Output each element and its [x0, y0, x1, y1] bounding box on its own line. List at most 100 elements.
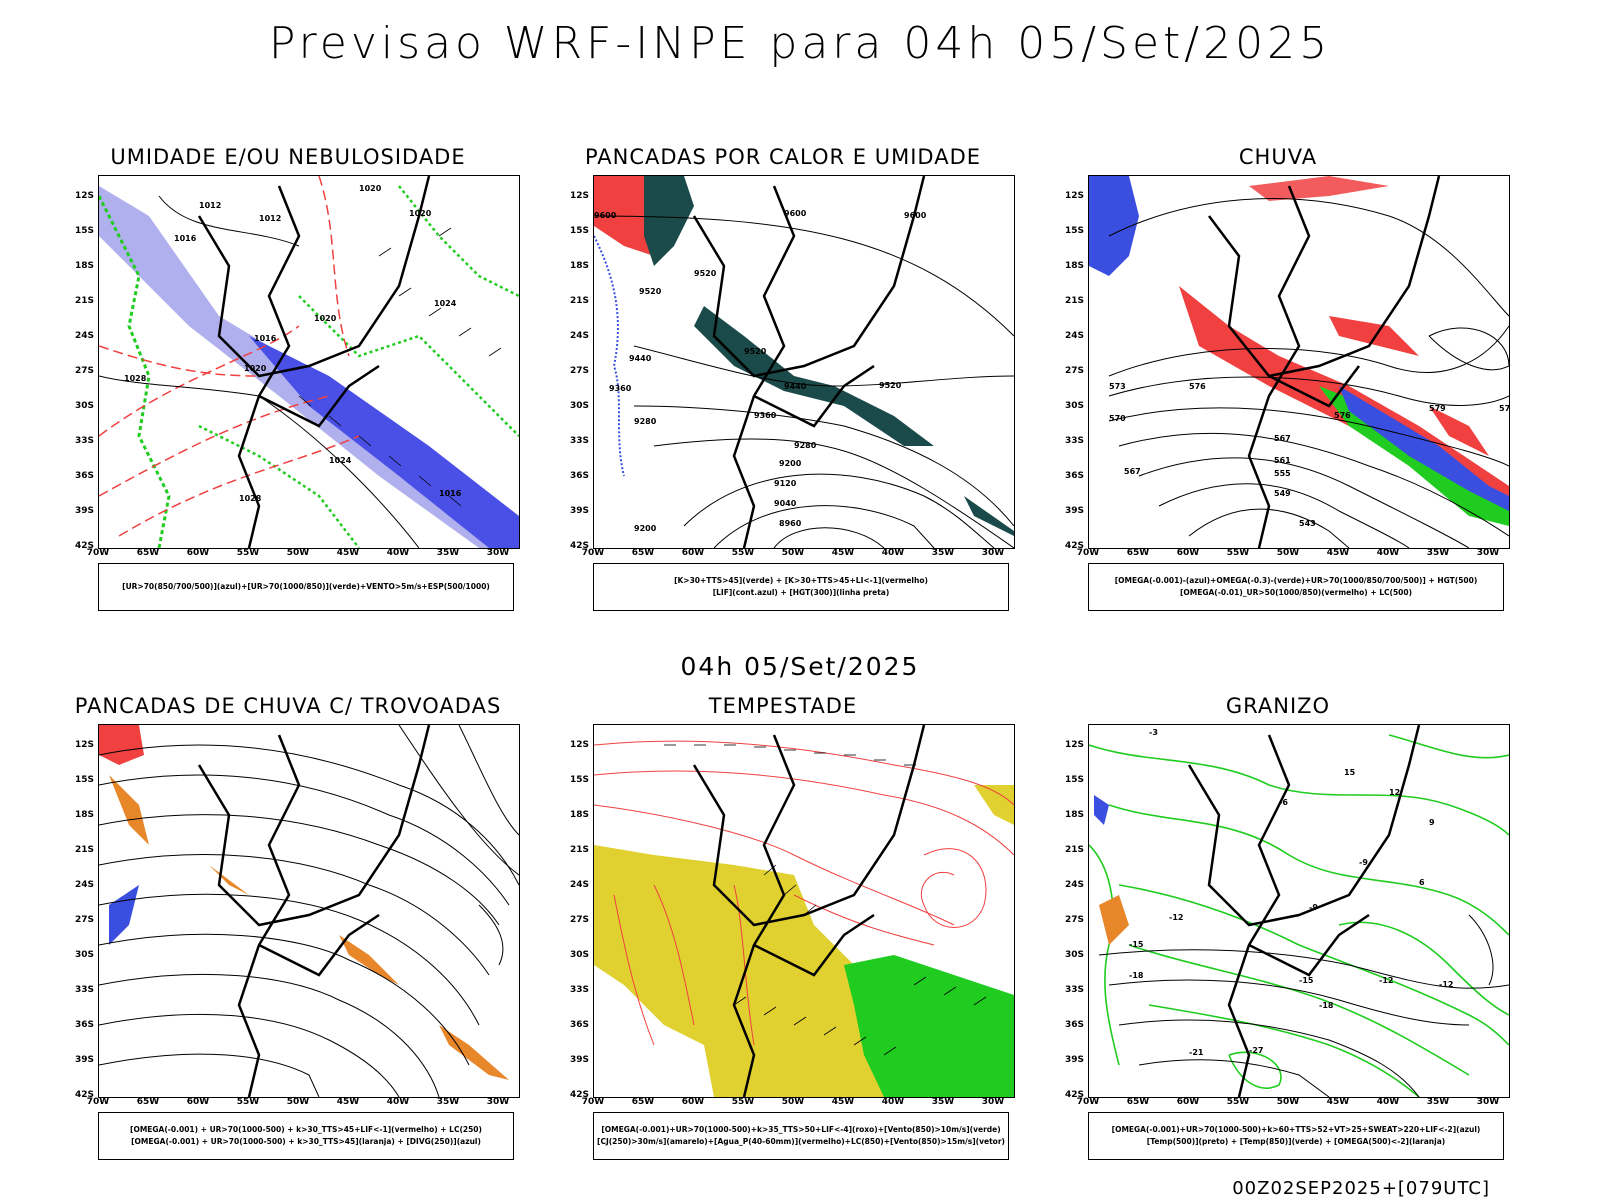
orange-storm-area: [109, 775, 149, 845]
lon-tick-label: 65W: [631, 1097, 655, 1107]
lon-tick-label: 40W: [1376, 1097, 1400, 1107]
lat-tick-label: 21S: [569, 296, 589, 306]
lat-tick-label: 15S: [1064, 226, 1084, 236]
legend-line: [K>30+TTS>45](verde) + [K>30+TTS>45+LI<-…: [674, 576, 928, 585]
lon-tick-label: 50W: [1276, 548, 1300, 558]
teal-convection-band: [694, 306, 934, 446]
contour-label: -9: [1359, 858, 1368, 867]
contour-label: 1016: [254, 334, 277, 343]
lat-tick-label: 24S: [74, 880, 94, 890]
lat-tick-label: 33S: [1064, 985, 1084, 995]
lon-tick-label: 70W: [1076, 548, 1100, 558]
lat-tick-label: 30S: [74, 401, 94, 411]
lat-tick-label: 30S: [569, 950, 589, 960]
contour-label: 1012: [199, 201, 221, 210]
lat-tick-label: 24S: [74, 331, 94, 341]
map-pancadas-calor: 9600 9600 9600 9520 9520 9440 9520 9440 …: [593, 175, 1015, 549]
contour-label: 9600: [904, 211, 927, 220]
lat-tick-label: 42S: [1064, 541, 1084, 551]
contour-label: 9360: [754, 411, 777, 420]
contour-label: 9280: [634, 417, 657, 426]
contour-label: -3: [1149, 728, 1158, 737]
blue-storm-area: [109, 885, 139, 945]
contour-label: 1012: [259, 214, 281, 223]
yellow-jet-area: [594, 845, 944, 1097]
map-tempestade: [593, 724, 1015, 1098]
blue-rain-band: [1339, 386, 1509, 511]
contour-label: 9120: [774, 479, 797, 488]
lat-tick-label: 27S: [569, 915, 589, 925]
contour-label: -9: [1309, 903, 1318, 912]
contour-label: 9280: [794, 441, 817, 450]
contour-label: 1028: [239, 494, 262, 503]
lon-tick-label: 35W: [1426, 1097, 1450, 1107]
lon-tick-label: 55W: [236, 548, 260, 558]
map-granizo: -3 -6 -9 -9 -12 -15 -18 -15 -12 -12 -18 …: [1088, 724, 1510, 1098]
map-umidade: 1012 1012 1016 1020 1020 1020 1024 1028 …: [98, 175, 520, 549]
lon-tick-label: 35W: [436, 1097, 460, 1107]
legend-line: [Temp(500)](preto) + [Temp(850)](verde) …: [1146, 1137, 1446, 1146]
green-wind-area: [844, 955, 1014, 1097]
lat-tick-label: 21S: [74, 845, 94, 855]
lon-tick-label: 30W: [981, 548, 1005, 558]
lon-tick-label: 35W: [931, 1097, 955, 1107]
lat-tick-label: 15S: [74, 775, 94, 785]
lat-tick-label: 24S: [569, 331, 589, 341]
panel-pancadas-calor: PANCADAS POR CALOR E UMIDADE 9600 9600 9…: [538, 145, 1028, 625]
contour-label: 1016: [439, 489, 462, 498]
legend-line: [OMEGA(-0.001) + UR>70(1000-500) + k>30_…: [131, 1137, 481, 1146]
lon-tick-label: 40W: [386, 548, 410, 558]
lat-tick-label: 15S: [569, 226, 589, 236]
lat-tick-label: 39S: [1064, 506, 1084, 516]
lon-tick-label: 55W: [731, 548, 755, 558]
contour-label: 9: [1429, 818, 1435, 827]
lat-tick-label: 27S: [74, 366, 94, 376]
lon-tick-label: 40W: [386, 1097, 410, 1107]
contour-label: 576: [1334, 411, 1351, 420]
lon-tick-label: 40W: [1376, 548, 1400, 558]
lat-tick-label: 33S: [569, 985, 589, 995]
lon-tick-label: 30W: [1476, 1097, 1500, 1107]
contour-label: 1020: [314, 314, 337, 323]
contour-label: 9360: [609, 384, 632, 393]
contour-label: 1024: [434, 299, 457, 308]
lat-tick-label: 39S: [569, 1055, 589, 1065]
lat-tick-label: 33S: [1064, 436, 1084, 446]
lat-tick-label: 15S: [569, 775, 589, 785]
contour-label: 9200: [779, 459, 802, 468]
legend-line: [OMEGA(-0.001) + UR>70(1000-500) + k>30_…: [130, 1125, 482, 1134]
lon-tick-label: 70W: [86, 1097, 110, 1107]
lat-tick-label: 12S: [74, 740, 94, 750]
lon-tick-label: 50W: [781, 1097, 805, 1107]
lon-tick-label: 35W: [931, 548, 955, 558]
panel-umidade: UMIDADE E/OU NEBULOSIDADE: [43, 145, 533, 625]
lat-tick-label: 18S: [569, 810, 589, 820]
legend-line: [UR>70(850/700/500)](azul)+[UR>70(1000/8…: [122, 582, 490, 591]
lat-tick-label: 33S: [74, 985, 94, 995]
lon-tick-label: 60W: [1176, 548, 1200, 558]
contour-label: 567: [1274, 434, 1291, 443]
lon-tick-label: 45W: [831, 548, 855, 558]
lat-tick-label: 36S: [1064, 1020, 1084, 1030]
lon-tick-label: 30W: [486, 548, 510, 558]
contour-label: 567: [1124, 467, 1141, 476]
lon-tick-label: 55W: [731, 1097, 755, 1107]
panel-granizo: GRANIZO: [1033, 694, 1523, 1174]
contour-label: 561: [1274, 456, 1291, 465]
lat-tick-label: 18S: [1064, 810, 1084, 820]
lon-tick-label: 65W: [136, 1097, 160, 1107]
contour-label: -12: [1379, 976, 1393, 985]
lon-tick-label: 60W: [186, 548, 210, 558]
lat-tick-label: 42S: [1064, 1090, 1084, 1100]
legend-line: [CJ(250)>30m/s](amarelo)+[Agua_P(40-60mm…: [597, 1137, 1005, 1146]
panel-legend: [OMEGA(-0.001)+UR>70(1000-500)+k>60+TTS>…: [1088, 1112, 1504, 1160]
lat-tick-label: 18S: [74, 261, 94, 271]
lon-tick-label: 65W: [631, 548, 655, 558]
lat-tick-label: 21S: [569, 845, 589, 855]
run-timestamp: 00Z02SEP2025+[079UTC]: [1232, 1178, 1490, 1199]
lon-tick-label: 30W: [981, 1097, 1005, 1107]
lat-tick-label: 27S: [1064, 915, 1084, 925]
lat-tick-label: 27S: [1064, 366, 1084, 376]
lon-tick-label: 70W: [86, 548, 110, 558]
contour-label: 573: [1109, 382, 1126, 391]
